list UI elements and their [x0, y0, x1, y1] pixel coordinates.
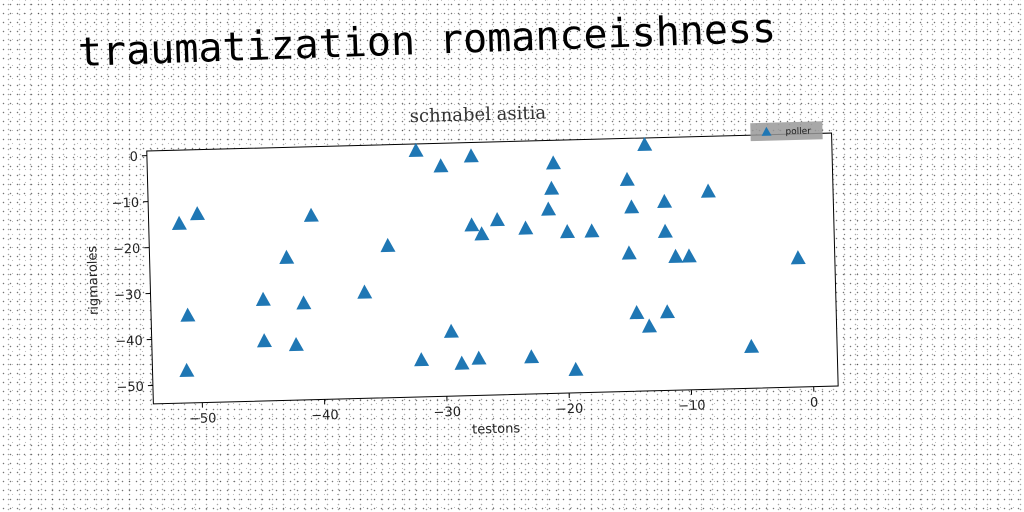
x-tick-label: −30: [433, 405, 461, 421]
data-point: [255, 291, 271, 306]
legend-marker: [761, 126, 772, 136]
data-point: [657, 223, 673, 238]
data-point: [657, 193, 673, 209]
data-point: [545, 155, 561, 170]
y-tick-label: −20: [113, 242, 141, 258]
data-point: [414, 352, 430, 367]
y-tick-label: −50: [116, 380, 144, 396]
data-point: [700, 183, 716, 198]
data-point: [642, 318, 658, 333]
plot-area: [146, 132, 839, 405]
data-point: [681, 248, 697, 263]
data-point: [518, 220, 534, 235]
data-point: [790, 250, 806, 265]
y-tick-label: −10: [112, 196, 140, 212]
x-tick-label: −20: [556, 402, 584, 418]
x-axis-ticks: −50 −40 −30 −20 −10 0: [189, 386, 819, 427]
chart-title: schnabel asitia: [410, 103, 547, 128]
data-point: [279, 249, 295, 264]
x-tick-label: 0: [810, 396, 819, 411]
x-axis-label: testons: [472, 421, 521, 437]
data-point: [637, 136, 653, 152]
data-point: [568, 361, 584, 377]
y-tick-label: −30: [114, 288, 142, 304]
data-point: [629, 305, 645, 320]
legend-label: poller: [785, 127, 811, 138]
data-point: [584, 223, 600, 238]
data-point: [668, 248, 684, 263]
x-tick-label: −40: [311, 408, 339, 424]
plot-group: schnabel asitia −50 −40 −30 −20 −10 0 0 −10 −20…: [85, 103, 839, 438]
y-tick-label: 0: [129, 150, 138, 165]
y-tick-label: −40: [115, 334, 143, 350]
data-point: [180, 307, 196, 322]
data-point: [296, 295, 312, 310]
data-point: [443, 323, 459, 338]
data-point: [619, 171, 635, 187]
y-axis-ticks: 0 −10 −20 −30 −40 −50: [112, 150, 153, 396]
points-layer: [171, 136, 806, 378]
legend: poller: [750, 121, 823, 142]
x-tick-label: −10: [678, 398, 706, 414]
data-point: [408, 142, 424, 158]
data-point: [454, 355, 470, 370]
data-point: [560, 224, 576, 239]
data-point: [471, 350, 487, 365]
data-point: [474, 226, 490, 241]
data-point: [303, 207, 319, 222]
data-point: [171, 215, 187, 230]
data-point: [357, 284, 373, 299]
data-point: [288, 336, 304, 352]
data-point: [621, 245, 637, 260]
data-point: [380, 237, 396, 253]
data-point: [190, 206, 206, 221]
data-point: [433, 158, 449, 173]
data-point: [256, 333, 272, 348]
y-axis-label: rigmaroles: [85, 245, 102, 315]
data-point: [489, 212, 505, 227]
data-point: [179, 362, 195, 378]
x-tick-label: −50: [189, 411, 217, 427]
data-point: [541, 201, 557, 216]
legend-box: [750, 121, 823, 142]
data-point: [624, 199, 640, 214]
data-point: [524, 349, 540, 364]
data-point: [744, 338, 760, 354]
data-point: [660, 304, 676, 319]
data-point: [544, 180, 560, 195]
data-point: [463, 148, 479, 163]
data-point: [464, 217, 480, 232]
